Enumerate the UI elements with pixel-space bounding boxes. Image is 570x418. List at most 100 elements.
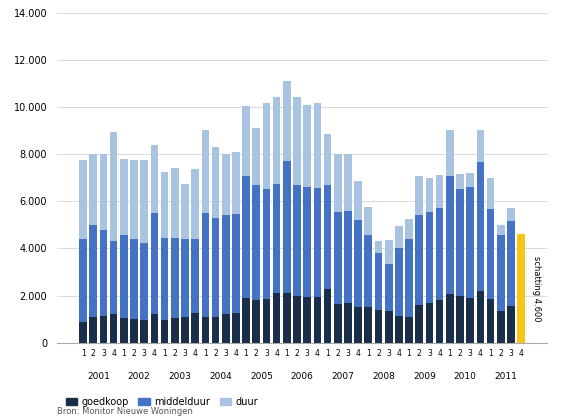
Bar	[232, 214, 240, 313]
Bar	[263, 103, 270, 189]
Bar	[344, 154, 352, 211]
Bar	[242, 176, 250, 298]
Bar	[426, 303, 433, 343]
Bar	[385, 264, 393, 311]
Bar	[140, 160, 148, 242]
Bar	[161, 320, 168, 343]
Bar	[324, 134, 331, 185]
Bar	[497, 235, 504, 311]
Bar	[130, 160, 138, 239]
Bar	[364, 207, 372, 235]
Bar	[355, 181, 362, 220]
Bar	[242, 298, 250, 343]
Bar	[293, 185, 301, 296]
Bar	[211, 147, 219, 218]
Bar	[334, 304, 341, 343]
Bar	[100, 229, 107, 316]
Bar	[293, 296, 301, 343]
Bar	[253, 128, 260, 185]
Bar	[426, 178, 433, 212]
Bar	[263, 299, 270, 343]
Bar	[416, 305, 423, 343]
Legend: goedkoop, middelduur, duur: goedkoop, middelduur, duur	[62, 393, 262, 410]
Bar	[507, 208, 515, 221]
Bar	[222, 215, 230, 314]
Bar	[130, 239, 138, 319]
Text: 2003: 2003	[168, 372, 192, 382]
Bar	[171, 318, 178, 343]
Bar	[222, 314, 230, 343]
Bar	[181, 317, 189, 343]
Bar	[100, 316, 107, 343]
Text: 2009: 2009	[413, 372, 436, 382]
Bar	[374, 310, 382, 343]
Bar	[314, 188, 321, 297]
Text: 2007: 2007	[331, 372, 355, 382]
Bar	[355, 220, 362, 307]
Bar	[334, 154, 341, 212]
Bar	[456, 296, 464, 343]
Text: 2008: 2008	[372, 372, 395, 382]
Text: 2010: 2010	[454, 372, 477, 382]
Bar	[416, 215, 423, 305]
Bar	[171, 238, 178, 318]
Bar	[405, 239, 413, 317]
Bar	[79, 160, 87, 239]
Bar	[140, 242, 148, 320]
Bar	[487, 178, 494, 209]
Bar	[202, 130, 209, 213]
Bar	[364, 307, 372, 343]
Bar	[385, 311, 393, 343]
Bar	[171, 168, 178, 238]
Bar	[161, 238, 168, 320]
Bar	[192, 239, 199, 313]
Bar	[120, 159, 128, 235]
Bar	[405, 219, 413, 239]
Bar	[110, 132, 117, 241]
Bar	[303, 187, 311, 297]
Bar	[161, 172, 168, 238]
Bar	[211, 317, 219, 343]
Text: 2001: 2001	[87, 372, 110, 382]
Bar	[395, 316, 402, 343]
Bar	[324, 288, 331, 343]
Bar	[79, 321, 87, 343]
Bar	[416, 176, 423, 215]
Bar	[150, 145, 158, 213]
Bar	[344, 211, 352, 303]
Bar	[324, 185, 331, 288]
Bar	[426, 212, 433, 303]
Bar	[344, 303, 352, 343]
Bar	[314, 103, 321, 188]
Bar	[192, 313, 199, 343]
Bar	[446, 294, 454, 343]
Bar	[150, 314, 158, 343]
Bar	[436, 300, 443, 343]
Bar	[283, 81, 291, 161]
Bar	[477, 162, 484, 291]
Bar	[273, 293, 280, 343]
Text: 2005: 2005	[250, 372, 273, 382]
Bar	[385, 240, 393, 264]
Bar	[110, 314, 117, 343]
Bar	[120, 318, 128, 343]
Bar	[466, 173, 474, 187]
Bar	[446, 130, 454, 176]
Bar	[456, 189, 464, 296]
Bar	[507, 306, 515, 343]
Bar	[181, 239, 189, 317]
Bar	[374, 253, 382, 310]
Bar	[150, 213, 158, 314]
Bar	[100, 154, 107, 229]
Bar	[456, 174, 464, 189]
Bar	[202, 213, 209, 317]
Bar	[89, 317, 97, 343]
Bar	[364, 235, 372, 307]
Text: 2004: 2004	[209, 372, 232, 382]
Bar	[436, 175, 443, 208]
Bar	[466, 187, 474, 298]
Bar	[497, 311, 504, 343]
Bar	[181, 184, 189, 239]
Bar	[487, 299, 494, 343]
Text: 2002: 2002	[128, 372, 150, 382]
